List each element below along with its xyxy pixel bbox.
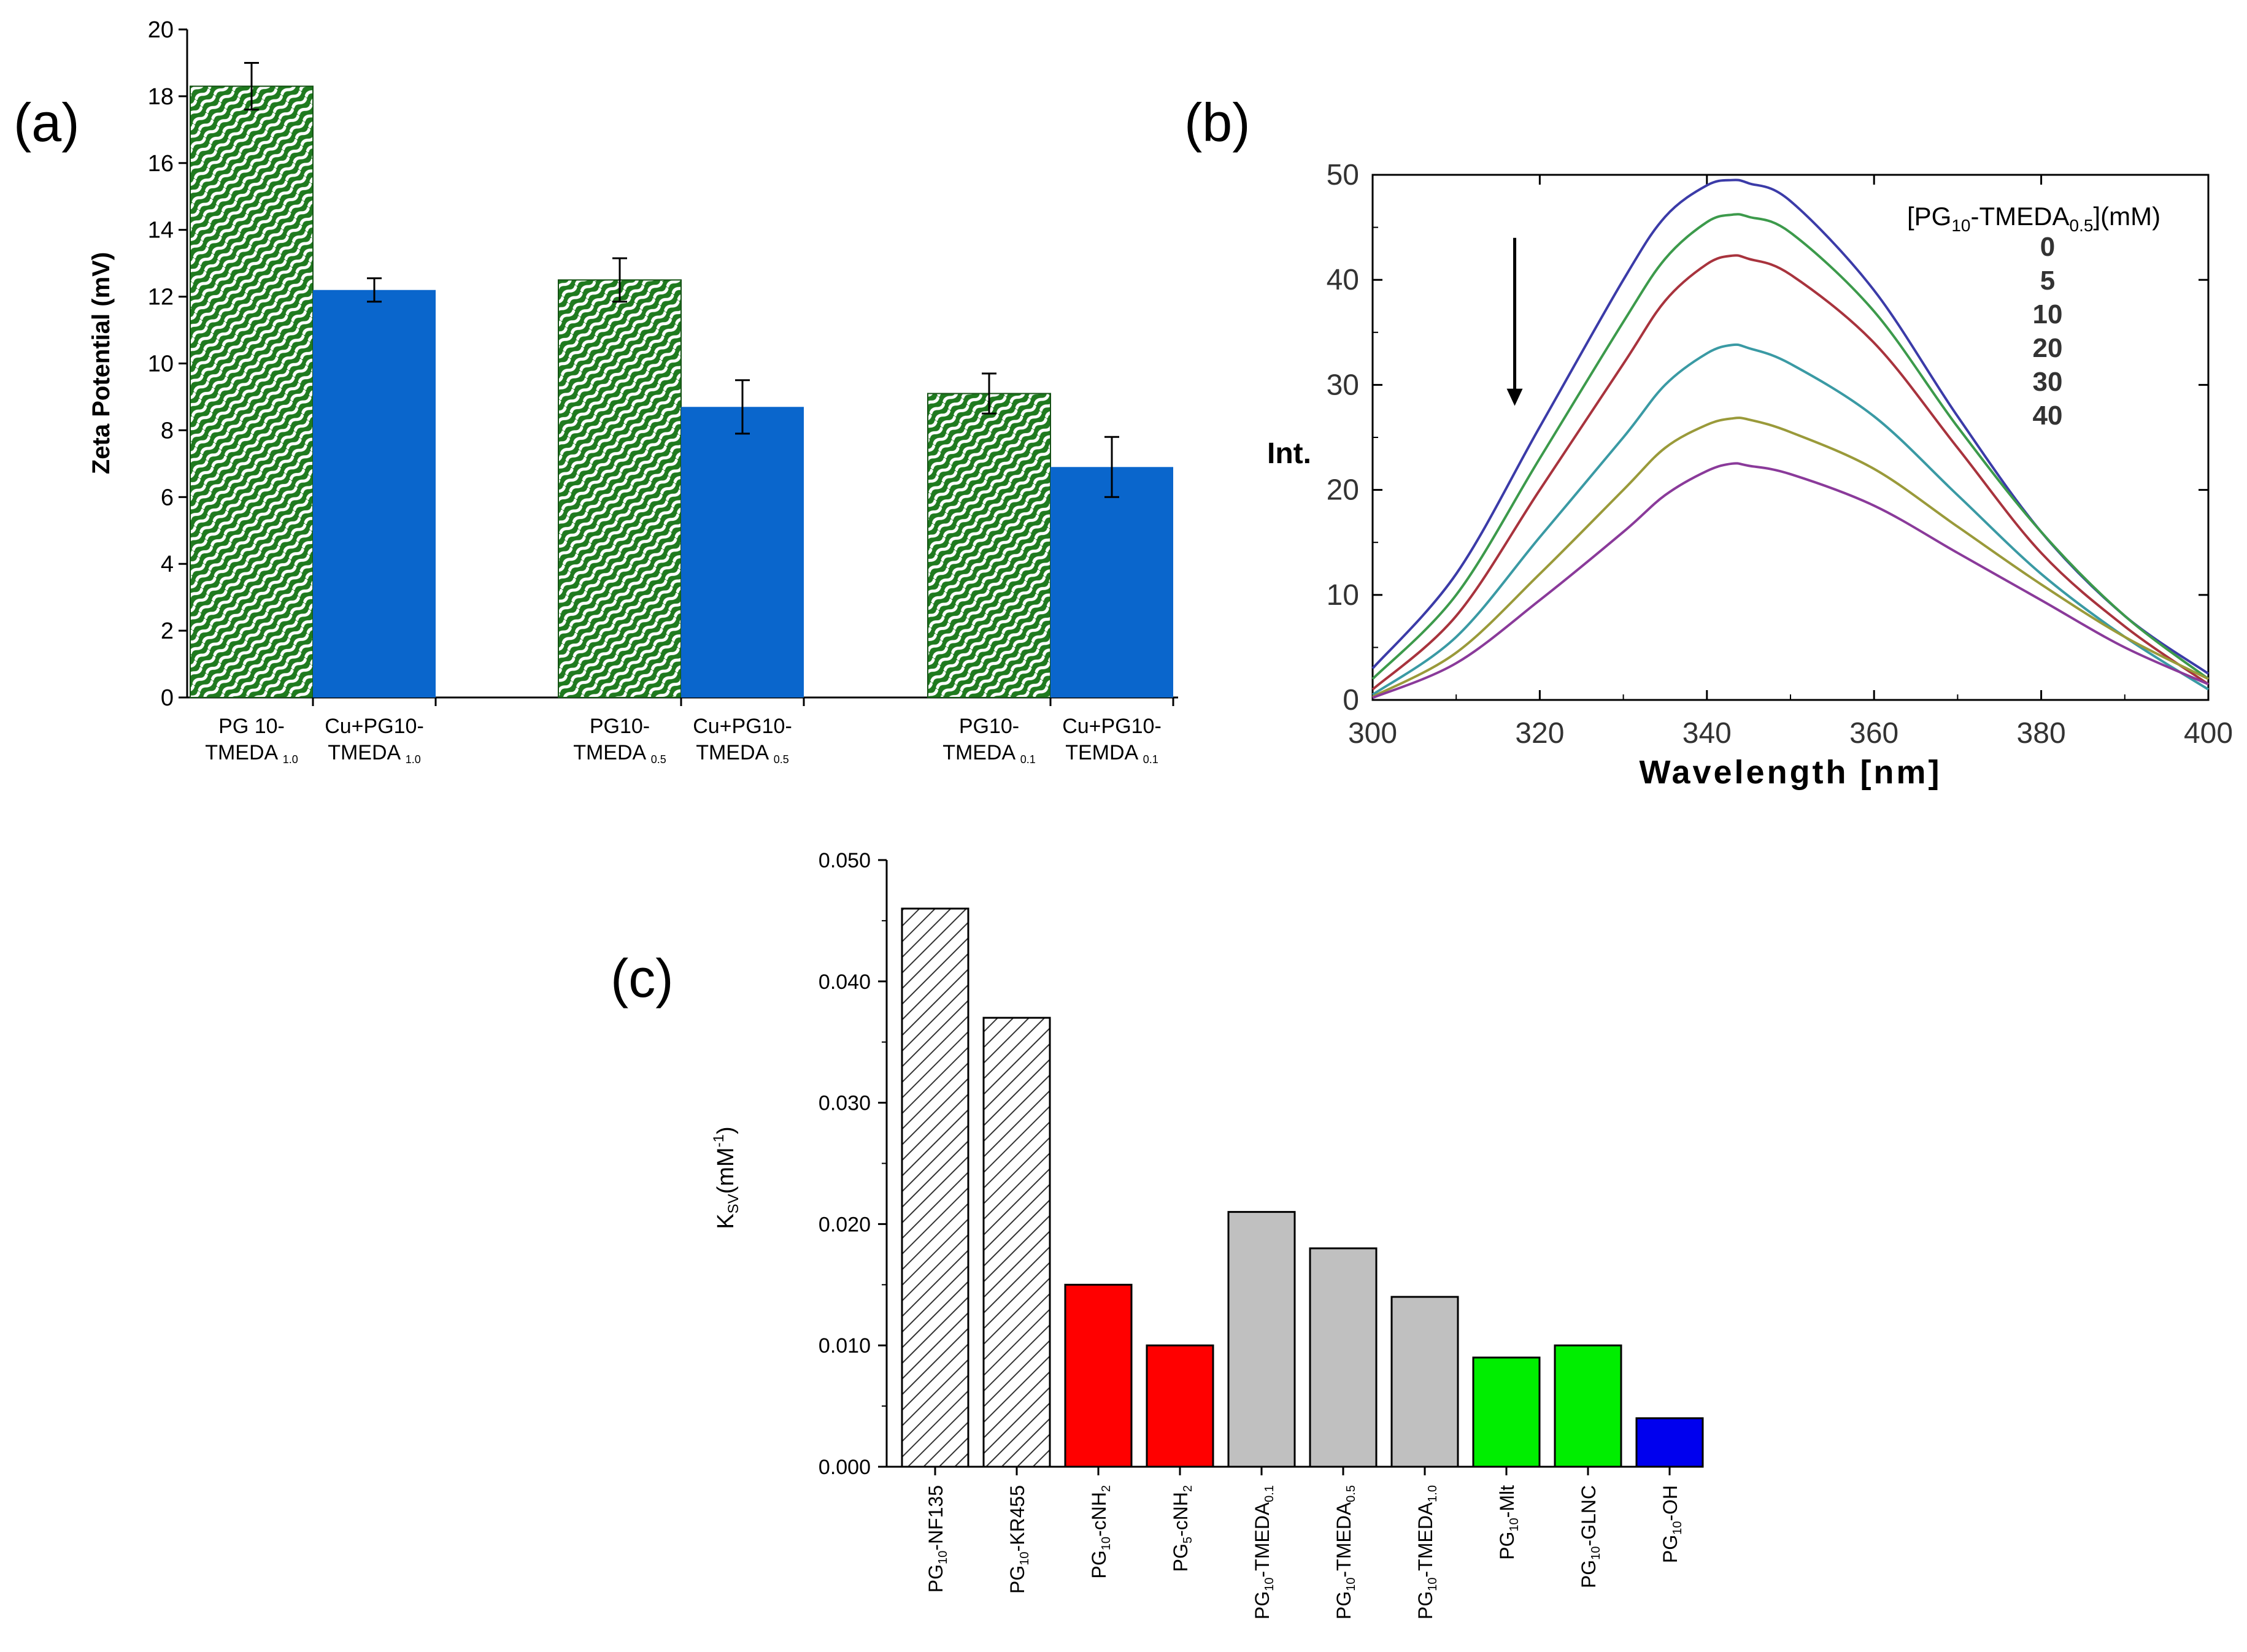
chart-a-x-label-sub: TMEDA 1.0 [328,741,421,766]
chart-a-y-tick-label: 4 [161,551,174,577]
chart-a-x-label: PG10- [959,715,1019,738]
chart-c-bar [1472,1356,1541,1468]
chart-c-y-tick-label: 0.000 [819,1456,871,1479]
chart-b-series-line [1371,343,2210,696]
chart-c-y-tick-label: 0.010 [819,1334,871,1358]
panel-label-a: (a) [13,92,80,153]
chart-c-x-label: PG10-OH [1659,1485,1684,1563]
chart-a-x-label: Cu+PG10- [325,715,424,738]
chart-c-y-tick-label: 0.020 [819,1213,871,1236]
chart-a-x-label: Cu+PG10- [693,715,792,738]
chart-a-bar [681,407,804,697]
chart-a-y-tick-label: 18 [148,84,174,110]
chart-c-bar [982,1016,1051,1468]
chart-b-x-tick-label: 320 [1515,717,1564,750]
chart-b-y-tick-label: 50 [1327,159,1359,191]
chart-c-bar [1390,1296,1459,1468]
chart-b-y-tick-label: 20 [1327,474,1359,507]
chart-a-bar [558,279,682,698]
chart-b-y-tick-label: 10 [1327,579,1359,612]
chart-a-y-tick-label: 16 [148,151,174,177]
chart-b-series-line [1371,254,2210,691]
chart-c-bar [1309,1247,1378,1468]
chart-b-legend-entry: 40 [2033,401,2063,431]
chart-a-y-tick-label: 6 [161,485,174,510]
chart-b-x-tick-label: 380 [2017,717,2066,750]
chart-a-y-axis-label: Zeta Potential (mV) [88,252,115,474]
chart-c-bar [1146,1344,1214,1468]
chart-c-y-tick-label: 0.050 [819,849,871,872]
chart-b-y-tick-label: 40 [1327,264,1359,296]
chart-b-y-tick-label: 0 [1343,684,1359,717]
chart-a-x-label-sub: TMEDA 0.1 [942,741,1036,766]
chart-a-x-label: PG10- [590,715,650,738]
panel-label-c: (c) [611,948,674,1008]
chart-b-y-tick-label: 30 [1327,369,1359,401]
chart-c-bar [1635,1417,1704,1468]
chart-a-x-label-sub: TMEDA 1.0 [205,741,298,766]
chart-c-x-label: PG10-Mlt [1496,1485,1521,1560]
chart-a-y-tick-label: 2 [161,618,174,644]
chart-c-x-label: PG5-cNH2 [1170,1485,1195,1572]
chart-b-y-axis-label: Int. [1267,437,1311,470]
chart-a-x-label-sub: TMEDA 0.5 [573,741,666,766]
chart-a-x-label-sub: TMEDA 0.5 [696,741,789,766]
chart-b-legend-entry: 30 [2033,367,2063,397]
chart-b-series-line [1371,179,2210,675]
chart-a-y-tick-label: 14 [148,218,174,244]
chart-c-bar [1554,1344,1622,1468]
chart-b-x-tick-label: 340 [1682,717,1732,750]
chart-a-bar [313,290,436,698]
chart-c-x-label: PG10-GLNC [1578,1485,1603,1588]
chart-a-x-label-sub: TEMDA 0.1 [1065,741,1158,766]
chart-c-x-label: PG10-TMEDA0.5 [1333,1485,1358,1619]
chart-b-series-line [1371,213,2210,680]
chart-c-x-label: PG10-NF135 [925,1485,950,1592]
chart-a-y-tick-label: 10 [148,352,174,377]
chart-c-y-tick-label: 0.030 [819,1092,871,1115]
chart-a-x-label: PG 10- [218,715,285,738]
chart-a-zeta-potential: Zeta Potential (mV) 0 2 4 6 8 10 12 14 16 18 20 PG… [88,17,1178,766]
chart-b-series-line [1372,462,2209,699]
chart-a-y-tick-label: 8 [161,418,174,444]
panel-label-b: (b) [1184,92,1251,153]
chart-b-legend-title: [PG10-TMEDA0.5](mM) [1907,202,2160,235]
chart-b-arrow-head [1506,388,1523,406]
chart-b-arrow [1506,237,1523,406]
chart-b-plot-frame [1371,174,2210,701]
chart-b-x-tick-label: 400 [2184,717,2233,750]
chart-b-series-line [1372,417,2209,698]
chart-b-legend-entry: 5 [2040,266,2055,296]
chart-b-x-tick-label: 360 [1849,717,1898,750]
chart-b-x-axis-label: Wavelength [nm] [1639,754,1941,791]
chart-b-legend-entry: 10 [2033,299,2063,329]
chart-a-y-tick-label: 0 [161,685,174,711]
chart-c-x-label: PG10-KR455 [1006,1485,1031,1594]
chart-c-x-label: PG10-TMEDA1.0 [1414,1485,1440,1619]
chart-a-x-label: Cu+PG10- [1062,715,1162,738]
chart-a-bar [190,85,314,698]
chart-a-bar [1050,467,1173,697]
chart-c-ksv: KSV(mM-1) 0.000 0.010 0.020 0.030 0.040 0.050… [711,849,1704,1619]
chart-c-x-label: PG10-cNH2 [1088,1485,1113,1578]
chart-a-bar [927,393,1051,698]
chart-a-y-tick-label: 20 [148,17,174,43]
chart-c-x-label: PG10-TMEDA0.1 [1251,1485,1276,1619]
chart-c-bar [1227,1211,1296,1468]
chart-b-legend-entry: 0 [2040,232,2055,262]
chart-a-y-tick-label: 12 [148,285,174,310]
chart-c-bar [901,907,969,1468]
chart-c-y-tick-label: 0.040 [819,970,871,994]
chart-b-legend-entry: 20 [2033,333,2063,363]
chart-c-bar [1064,1283,1133,1468]
chart-b-x-tick-label: 300 [1348,717,1397,750]
chart-c-y-axis-label: KSV(mM-1) [711,1126,742,1229]
